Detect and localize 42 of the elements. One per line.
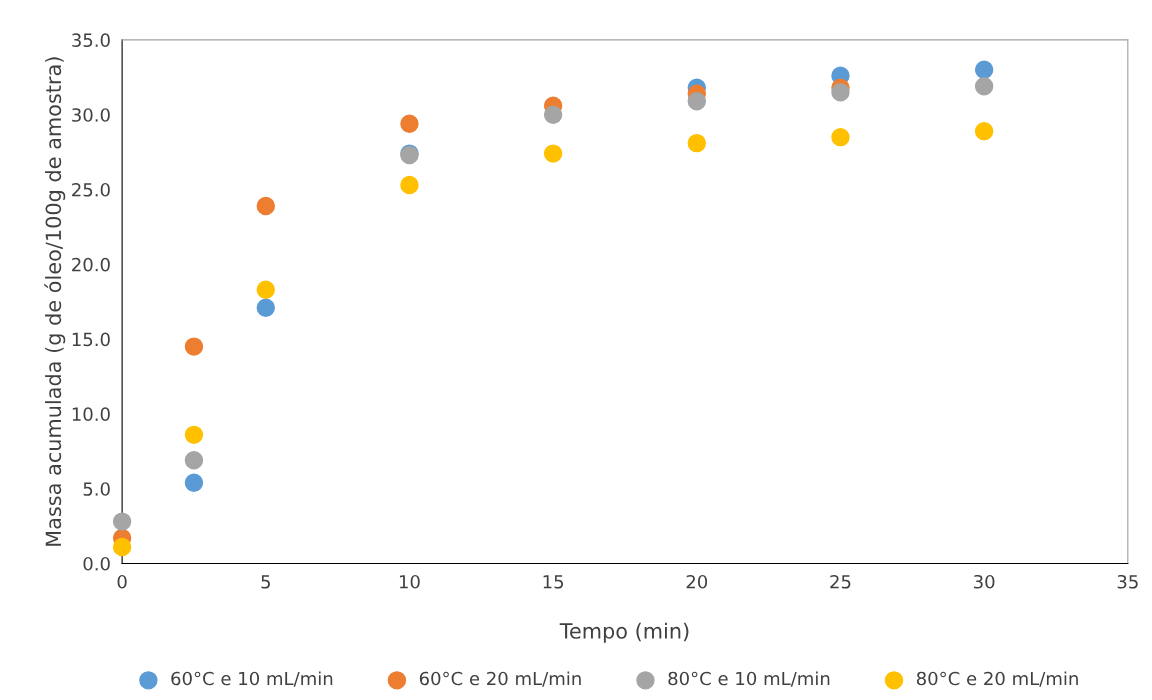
point <box>687 133 706 153</box>
point <box>974 60 994 80</box>
x-tick-label: 0 <box>117 574 127 589</box>
point <box>831 83 850 102</box>
y-tick-label: 0.0 <box>83 556 110 571</box>
y-tick-label: 30.0 <box>72 108 110 122</box>
y-tick-label: 10.0 <box>72 407 110 422</box>
point <box>400 175 419 195</box>
x-tick-label: 30 <box>974 574 995 589</box>
x-tick-label: 20 <box>686 574 708 589</box>
legend-label: 80°C e 10 mL/min <box>668 671 830 687</box>
legend-label: 60°C e 20 mL/min <box>419 671 581 687</box>
y-tick-label: 5.0 <box>83 482 110 496</box>
point <box>543 105 563 124</box>
point <box>112 512 132 531</box>
y-axis-title: Massa acumulada (g de óleo/100g de amostra) <box>44 57 66 546</box>
x-tick-label: 15 <box>543 575 564 589</box>
point <box>184 425 204 445</box>
point <box>184 451 204 470</box>
x-tick-label: 25 <box>830 574 851 589</box>
x-axis-title: Tempo (min) <box>559 622 689 643</box>
point <box>400 114 419 133</box>
y-tick-label: 25.0 <box>72 182 110 197</box>
x-tick-label: 5 <box>261 575 270 589</box>
point <box>256 298 275 317</box>
legend-label: 60°C e 10 mL/min <box>171 671 333 687</box>
point <box>687 92 706 111</box>
y-tick-label: 35.0 <box>72 33 110 48</box>
point <box>184 337 204 356</box>
point <box>112 537 132 557</box>
point <box>256 280 275 299</box>
legend-label: 80°C e 20 mL/min <box>916 671 1078 687</box>
point <box>831 127 850 147</box>
x-tick-label: 35 <box>1117 574 1138 589</box>
point <box>543 144 563 163</box>
point <box>256 196 275 216</box>
point <box>974 77 994 96</box>
y-tick-label: 20.0 <box>72 257 110 272</box>
point <box>184 473 204 492</box>
x-tick-label: 10 <box>399 574 420 589</box>
y-tick-label: 15.0 <box>72 332 110 347</box>
point <box>974 121 994 141</box>
